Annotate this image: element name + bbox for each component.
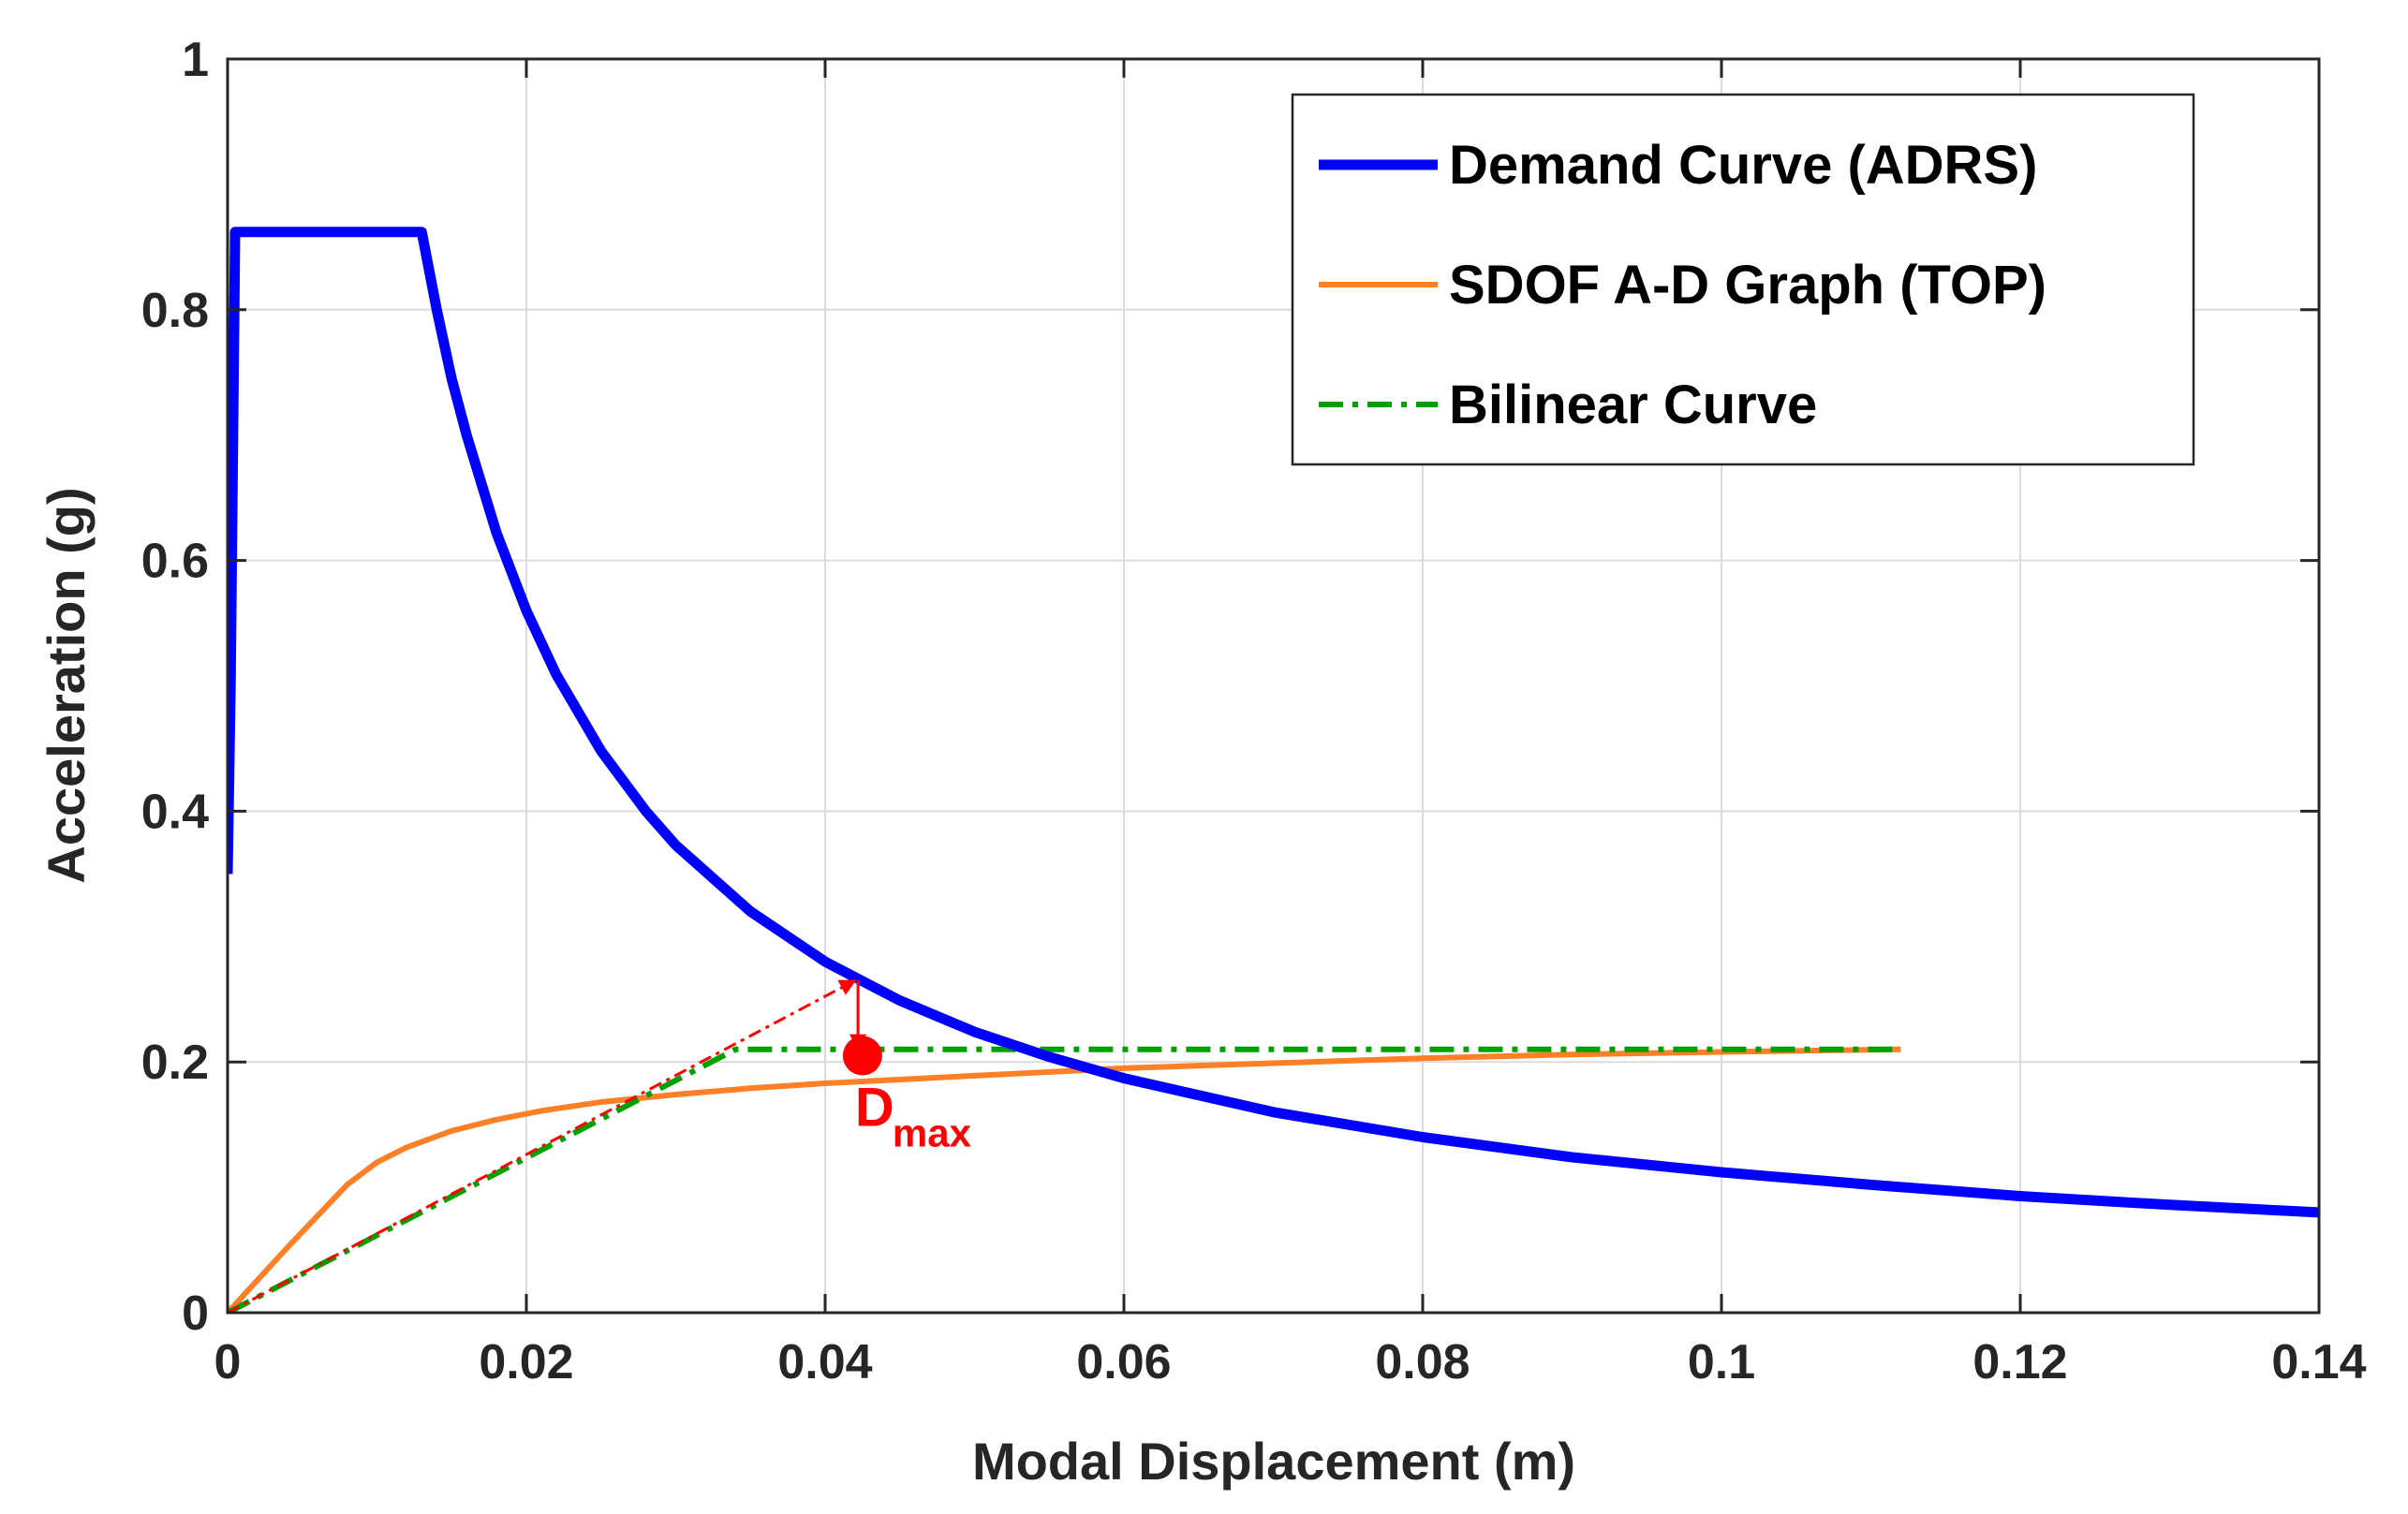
y-tick-label: 0.8: [141, 284, 209, 338]
x-tick-label: 0.06: [1076, 1335, 1171, 1389]
legend-label-demand-curve-adrs: Demand Curve (ADRS): [1449, 135, 2037, 196]
plot-frame: [226, 57, 2321, 1315]
legend: Demand Curve (ADRS) SDOF A-D Graph (TOP) B…: [1291, 93, 2195, 466]
series-layer: [228, 227, 2319, 1313]
y-tick-label: 1: [182, 33, 209, 87]
dmax-label-subscript: max: [893, 1111, 972, 1155]
x-tick-label: 0.08: [1375, 1335, 1470, 1389]
series-line-demand-curve-adrs: [228, 227, 2319, 1218]
legend-label-sdof-a-d-graph-top: SDOF A-D Graph (TOP): [1449, 255, 2046, 316]
axis-labels: Modal Displacement (m) Acceleration (g): [37, 487, 1575, 1491]
secant-arrow: [227, 978, 857, 1315]
dmax-label: D: [855, 1078, 894, 1139]
x-tick-label: 0.1: [1688, 1335, 1755, 1389]
legend-box: [1291, 93, 2195, 466]
x-axis-label: Modal Displacement (m): [972, 1432, 1575, 1491]
y-tick-label: 0: [182, 1286, 209, 1341]
y-axis-label: Acceleration (g): [37, 487, 96, 883]
x-tick-label: 0.12: [1972, 1335, 2067, 1389]
y-tick-label: 0.2: [141, 1036, 209, 1090]
series-line-bilinear-curve: [228, 1046, 1901, 1313]
x-tick-label: 0.04: [777, 1335, 872, 1389]
x-tick-label: 0: [214, 1335, 242, 1389]
y-tick-label: 0.6: [141, 535, 209, 589]
x-tick-label: 0.02: [479, 1335, 573, 1389]
ticks: 0 0.02 0.04 0.06 0.08 0.1 0.12 0.14 0 0.2 0.4 0.6 0.…: [141, 33, 2367, 1389]
legend-label-bilinear-curve: Bilinear Curve: [1449, 375, 1817, 435]
y-tick-label: 0.4: [141, 785, 209, 839]
dmax-point: [842, 1036, 882, 1076]
series-line-sdof-a-d-graph-top: [228, 1046, 1901, 1313]
x-tick-label: 0.14: [2271, 1335, 2366, 1389]
